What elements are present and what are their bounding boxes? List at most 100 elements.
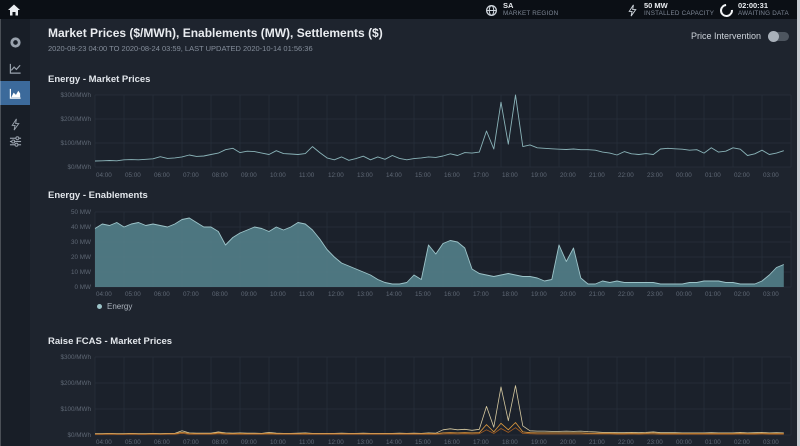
svg-text:02:00: 02:00 (734, 439, 750, 445)
svg-text:50 MW: 50 MW (71, 209, 91, 216)
svg-text:21:00: 21:00 (589, 172, 605, 179)
svg-text:04:00: 04:00 (96, 291, 112, 298)
svg-text:$300/MWh: $300/MWh (61, 354, 92, 361)
market-region-label: MARKET REGION (503, 10, 559, 17)
svg-text:15:00: 15:00 (415, 172, 431, 179)
chart-title: Energy - Enablements (48, 190, 148, 201)
sliders-icon (9, 135, 21, 147)
svg-text:00:00: 00:00 (676, 291, 692, 298)
area-chart-icon (9, 88, 21, 99)
svg-text:01:00: 01:00 (705, 439, 721, 445)
svg-text:$200/MWh: $200/MWh (61, 380, 92, 387)
svg-text:07:00: 07:00 (183, 439, 199, 445)
svg-text:08:00: 08:00 (212, 172, 228, 179)
svg-text:08:00: 08:00 (212, 291, 228, 298)
sidebar-item-trends[interactable] (0, 57, 30, 79)
chart-title: Energy - Market Prices (48, 74, 151, 85)
svg-text:10:00: 10:00 (270, 439, 286, 445)
bolt-icon (628, 4, 637, 16)
chart-title: Raise FCAS - Market Prices (48, 336, 173, 347)
market-region-stat: SA MARKET REGION (485, 2, 558, 18)
page-title: Market Prices ($/MWh), Enablements (MW),… (48, 26, 383, 40)
svg-text:01:00: 01:00 (705, 291, 721, 298)
energy-enablements-plot: 04:00 05:00 06:00 07:00 08:00 09:00 10:00 11:00… (71, 209, 792, 298)
svg-text:21:00: 21:00 (589, 439, 605, 445)
svg-text:05:00: 05:00 (125, 439, 141, 445)
price-intervention-toggle[interactable] (768, 30, 789, 42)
svg-text:08:00: 08:00 (212, 439, 228, 445)
svg-text:21:00: 21:00 (589, 291, 605, 298)
svg-text:17:00: 17:00 (473, 439, 489, 445)
svg-text:06:00: 06:00 (154, 439, 170, 445)
svg-text:14:00: 14:00 (386, 439, 402, 445)
sidebar-item-power[interactable] (0, 113, 30, 135)
legend-label: Energy (107, 302, 133, 311)
svg-text:$200/MWh: $200/MWh (61, 116, 92, 123)
svg-text:14:00: 14:00 (386, 291, 402, 298)
svg-text:22:00: 22:00 (618, 172, 634, 179)
installed-capacity-stat: 50 MW INSTALLED CAPACITY (626, 2, 714, 18)
sidebar-item-controls[interactable] (0, 130, 30, 152)
home-icon[interactable] (7, 3, 21, 17)
svg-text:17:00: 17:00 (473, 172, 489, 179)
svg-text:10:00: 10:00 (270, 172, 286, 179)
installed-capacity-value: 50 MW (644, 1, 668, 10)
svg-text:01:00: 01:00 (705, 172, 721, 179)
svg-text:19:00: 19:00 (531, 172, 547, 179)
svg-text:04:00: 04:00 (96, 172, 112, 179)
svg-text:03:00: 03:00 (763, 172, 779, 179)
svg-text:06:00: 06:00 (154, 291, 170, 298)
svg-text:15:00: 15:00 (415, 439, 431, 445)
awaiting-data-label: AWAITING DATA (738, 10, 789, 17)
energy-enablements-chart: Energy - Enablements 04:00 05:00 06:00 07:0… (30, 190, 797, 311)
svg-text:12:00: 12:00 (328, 291, 344, 298)
bolt-icon (10, 118, 20, 130)
svg-text:07:00: 07:00 (183, 291, 199, 298)
gear-icon (9, 36, 21, 48)
svg-text:10:00: 10:00 (270, 291, 286, 298)
svg-text:$100/MWh: $100/MWh (61, 406, 92, 413)
svg-text:13:00: 13:00 (357, 172, 373, 179)
svg-text:$100/MWh: $100/MWh (61, 140, 92, 147)
svg-text:13:00: 13:00 (357, 291, 373, 298)
date-range-subtitle: 2020-08-23 04:00 TO 2020-08-24 03:59, LA… (48, 44, 313, 53)
svg-text:19:00: 19:00 (531, 291, 547, 298)
svg-text:16:00: 16:00 (444, 172, 460, 179)
svg-text:06:00: 06:00 (154, 172, 170, 179)
chart-legend: Energy (97, 302, 797, 311)
svg-text:11:00: 11:00 (299, 291, 315, 298)
svg-text:12:00: 12:00 (328, 439, 344, 445)
svg-text:00:00: 00:00 (676, 439, 692, 445)
svg-text:09:00: 09:00 (241, 439, 257, 445)
page-scrollbar[interactable] (797, 0, 800, 446)
svg-text:04:00: 04:00 (96, 439, 112, 445)
svg-text:09:00: 09:00 (241, 172, 257, 179)
page-header: Market Prices ($/MWh), Enablements (MW),… (48, 26, 383, 53)
nav-sidebar (0, 19, 30, 446)
svg-text:22:00: 22:00 (618, 439, 634, 445)
svg-text:11:00: 11:00 (299, 439, 315, 445)
svg-text:07:00: 07:00 (183, 172, 199, 179)
svg-text:09:00: 09:00 (241, 291, 257, 298)
svg-text:18:00: 18:00 (502, 439, 518, 445)
svg-text:00:00: 00:00 (676, 172, 692, 179)
svg-text:03:00: 03:00 (763, 439, 779, 445)
svg-text:$0/MWh: $0/MWh (68, 432, 92, 439)
svg-text:16:00: 16:00 (444, 439, 460, 445)
sidebar-item-settings[interactable] (0, 31, 30, 53)
sidebar-item-market-active[interactable] (0, 81, 30, 105)
globe-icon (486, 4, 497, 16)
svg-text:20:00: 20:00 (560, 172, 576, 179)
svg-text:23:00: 23:00 (647, 291, 663, 298)
awaiting-data-stat: 02:00:31 AWAITING DATA (717, 0, 789, 20)
svg-text:23:00: 23:00 (647, 172, 663, 179)
svg-text:30 MW: 30 MW (71, 239, 91, 246)
svg-text:05:00: 05:00 (125, 172, 141, 179)
svg-text:11:00: 11:00 (299, 172, 315, 179)
svg-text:19:00: 19:00 (531, 439, 547, 445)
svg-text:15:00: 15:00 (415, 291, 431, 298)
svg-text:23:00: 23:00 (647, 439, 663, 445)
legend-dot (97, 304, 102, 309)
svg-text:$300/MWh: $300/MWh (61, 92, 92, 99)
